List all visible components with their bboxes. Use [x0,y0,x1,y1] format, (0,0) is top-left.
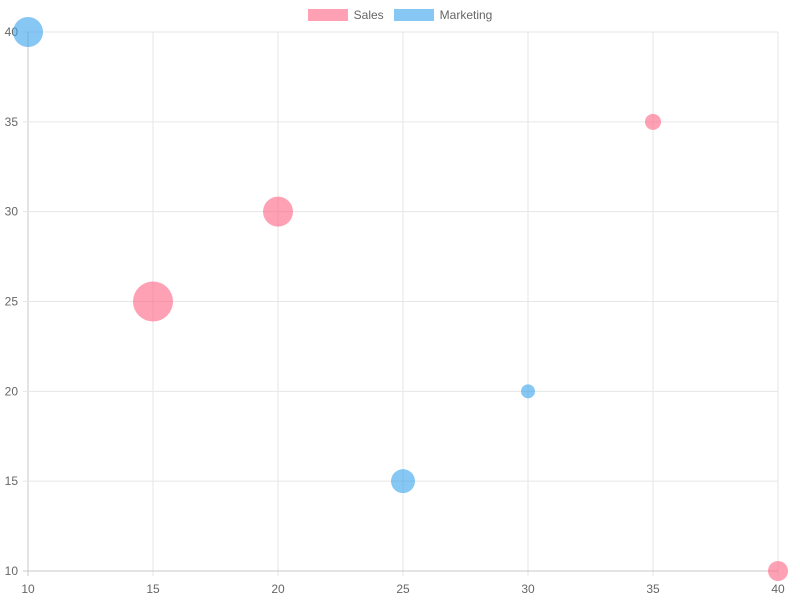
grid-lines [23,31,779,576]
y-tick-label: 25 [5,295,19,309]
y-tick-label: 35 [5,115,19,129]
bubble-sales[interactable] [263,196,293,227]
legend-item-marketing[interactable]: Marketing [393,8,493,22]
bubble-marketing[interactable] [521,384,535,399]
legend-label-sales: Sales [353,8,384,22]
x-tick-label: 25 [396,582,410,596]
bubble-sales[interactable] [133,281,173,322]
legend-swatch-marketing [393,9,434,21]
legend-swatch-sales [307,9,348,21]
bubble-marketing[interactable] [13,17,43,47]
y-tick-label: 15 [5,474,19,488]
x-tick-label: 10 [21,582,35,596]
chart-legend: Sales Marketing [0,8,800,22]
legend-label-marketing: Marketing [439,8,493,22]
x-tick-label: 20 [271,582,285,596]
y-tick-label: 10 [5,564,19,578]
x-tick-label: 15 [146,582,160,596]
y-tick-label: 30 [5,205,19,219]
x-tick-label: 30 [521,582,535,596]
legend-item-sales[interactable]: Sales [307,8,384,22]
bubble-marketing[interactable] [391,469,415,494]
data-bubbles [13,17,788,581]
y-tick-label: 20 [5,384,19,398]
x-tick-label: 40 [771,582,785,596]
bubble-sales[interactable] [768,561,788,581]
x-tick-label: 35 [646,582,660,596]
bubble-sales[interactable] [645,113,661,130]
